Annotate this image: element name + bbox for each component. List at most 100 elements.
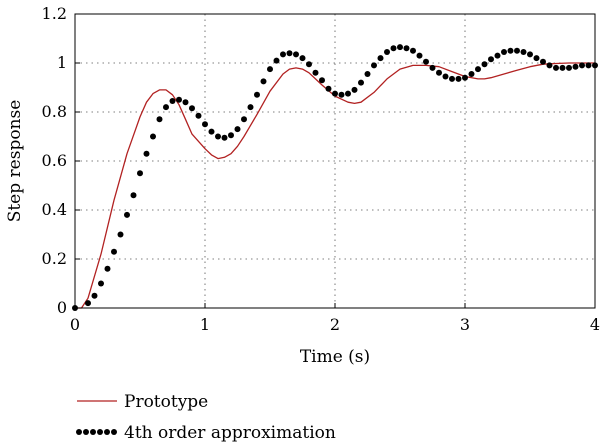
data-point xyxy=(501,49,507,55)
data-point xyxy=(299,55,306,62)
data-point xyxy=(221,134,228,141)
data-point xyxy=(254,91,260,98)
legend-swatch-dot xyxy=(76,429,82,435)
legend-swatch-dot xyxy=(111,429,117,435)
data-point xyxy=(137,170,143,177)
y-axis-label: Step response xyxy=(5,100,25,223)
data-point xyxy=(150,133,156,140)
data-point xyxy=(403,45,410,52)
data-point xyxy=(546,62,553,69)
y-tick-label: 1.2 xyxy=(42,4,67,23)
data-point xyxy=(397,44,403,51)
data-point xyxy=(481,61,488,68)
data-point xyxy=(436,69,442,76)
y-tick-label: 0.8 xyxy=(42,102,67,121)
data-point xyxy=(364,71,371,77)
legend-swatch-dot xyxy=(104,429,110,435)
data-point xyxy=(319,77,325,84)
data-point xyxy=(566,64,572,71)
legend-item: 4th order approximation xyxy=(76,423,336,443)
data-point xyxy=(429,64,436,71)
data-point xyxy=(267,66,273,73)
data-point xyxy=(234,126,241,133)
data-point xyxy=(280,51,286,58)
legend-swatch-dot xyxy=(90,429,96,435)
data-point xyxy=(332,90,338,97)
data-point xyxy=(111,248,117,255)
legend-label: Prototype xyxy=(124,392,208,412)
grid-lines xyxy=(75,14,595,308)
data-point xyxy=(124,211,130,218)
data-point xyxy=(286,50,293,57)
axis-ticks: 0 1 2 3 4 0 0.2 0.4 0.6 0.8 1 1.2 xyxy=(42,4,600,334)
data-point xyxy=(520,49,527,55)
data-point xyxy=(384,49,390,55)
x-axis-label: Time (s) xyxy=(300,347,370,367)
data-point xyxy=(85,300,91,307)
data-point xyxy=(533,55,540,62)
data-point xyxy=(371,62,377,69)
data-point xyxy=(462,74,468,81)
y-tick-label: 0.2 xyxy=(42,249,67,268)
data-point xyxy=(241,116,247,123)
legend-label: 4th order approximation xyxy=(124,423,336,443)
legend-item: Prototype xyxy=(77,392,208,412)
data-point xyxy=(345,90,351,97)
data-point xyxy=(195,112,202,119)
data-point xyxy=(91,292,98,299)
data-point xyxy=(98,280,104,287)
data-point xyxy=(182,99,189,106)
series-4th-order-points xyxy=(72,44,598,311)
y-tick-label: 0.6 xyxy=(42,151,67,170)
data-point xyxy=(156,116,163,123)
data-point xyxy=(410,47,416,54)
data-point xyxy=(527,51,533,58)
data-point xyxy=(260,78,267,85)
y-tick-label: 0.4 xyxy=(42,200,67,219)
data-point xyxy=(377,55,384,62)
data-point xyxy=(358,79,364,86)
data-point xyxy=(559,64,566,71)
data-point xyxy=(442,73,449,80)
data-point xyxy=(390,45,397,52)
data-point xyxy=(494,52,501,59)
legend-swatch-dot xyxy=(83,429,89,435)
data-point xyxy=(202,121,208,128)
data-point xyxy=(449,75,455,82)
legend: Prototype 4th order approximation xyxy=(76,392,336,443)
x-tick-label: 3 xyxy=(460,315,470,334)
data-point xyxy=(579,62,585,69)
data-point xyxy=(163,104,169,111)
data-point xyxy=(423,58,429,65)
data-point xyxy=(176,96,182,103)
legend-swatch-dot xyxy=(97,429,103,435)
plot-series xyxy=(72,44,598,311)
data-point xyxy=(293,51,299,58)
data-point xyxy=(306,61,312,68)
data-point xyxy=(208,128,215,135)
data-point xyxy=(540,58,546,65)
data-point xyxy=(455,75,462,82)
x-tick-label: 4 xyxy=(590,315,600,334)
data-point xyxy=(475,66,481,73)
data-point xyxy=(338,91,345,98)
data-point xyxy=(514,47,520,54)
y-tick-label: 1 xyxy=(57,53,67,72)
x-tick-label: 0 xyxy=(70,315,80,334)
data-point xyxy=(488,56,494,63)
data-point xyxy=(507,47,514,54)
data-point xyxy=(104,265,111,272)
data-point xyxy=(325,85,332,92)
series-prototype-line xyxy=(75,62,595,309)
data-point xyxy=(189,105,195,112)
data-point xyxy=(585,62,592,69)
data-point xyxy=(130,192,137,199)
data-point xyxy=(247,104,254,111)
x-tick-label: 2 xyxy=(330,315,340,334)
data-point xyxy=(143,150,150,157)
y-tick-label: 0 xyxy=(57,298,67,317)
data-point xyxy=(312,69,319,76)
data-point xyxy=(572,63,579,70)
data-point xyxy=(416,52,423,59)
